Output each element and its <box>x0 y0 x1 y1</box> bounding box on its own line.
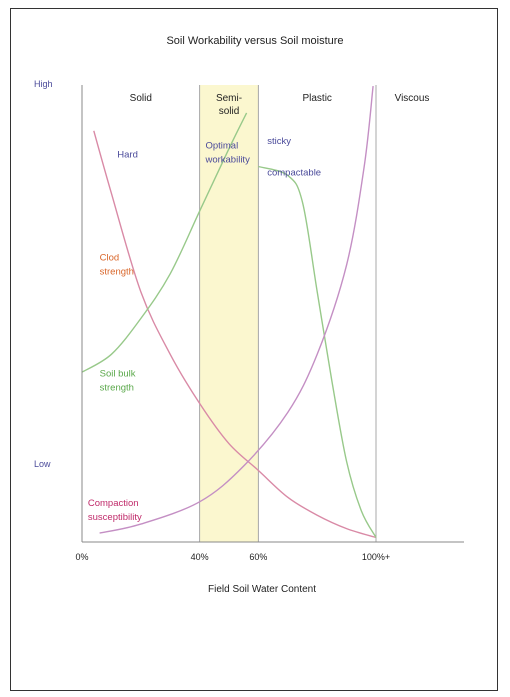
zone-labels: Solid Semi-solid Plastic Viscous <box>130 93 430 117</box>
chart-title: Soil Workability versus Soil moisture <box>166 35 343 47</box>
annotation-soil-bulk-strength: Soil bulk strength <box>100 369 136 394</box>
annotation-hard: Hard <box>117 150 138 161</box>
zone-band-semi-solid <box>199 85 259 542</box>
annotation-sticky: sticky <box>267 136 291 147</box>
annotation-clod-strength: Clod strength <box>100 252 134 277</box>
y-tick-high: High <box>34 79 53 89</box>
x-tick-40: 40% <box>191 552 209 562</box>
x-tick-100: 100%+ <box>362 552 390 562</box>
annotation-compaction-susceptibility: Compaction susceptibility <box>88 498 142 523</box>
y-tick-low: Low <box>34 459 51 469</box>
curve-sticky-compactable <box>258 165 377 538</box>
x-tick-labels: 0% 40% 60% 100%+ <box>75 552 390 562</box>
zone-label-semi-solid: Semi-solid <box>216 93 242 117</box>
moisture-zones <box>199 85 377 542</box>
annotation-optimal-workability: Optimal workability <box>204 141 250 166</box>
curves <box>81 86 377 539</box>
x-tick-0: 0% <box>75 552 88 562</box>
zone-label-viscous: Viscous <box>395 93 430 104</box>
curve-compaction-susceptibility <box>99 86 374 534</box>
curve-hard <box>93 130 377 539</box>
zone-label-solid: Solid <box>130 93 152 104</box>
curve-soil-bulk-strength <box>81 112 248 373</box>
zone-label-plastic: Plastic <box>302 93 331 104</box>
axes <box>81 85 464 543</box>
x-axis-label: Field Soil Water Content <box>208 584 316 595</box>
annotation-compactable: compactable <box>267 167 321 178</box>
x-tick-60: 60% <box>249 552 267 562</box>
annotations: Hard Clod strength Soil bulk strength Optimal… <box>88 136 321 523</box>
y-tick-labels: High Low <box>34 79 53 469</box>
